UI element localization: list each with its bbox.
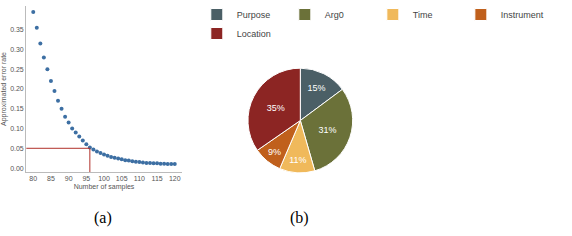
svg-text:120: 120 <box>169 175 181 182</box>
svg-text:15%: 15% <box>308 83 326 93</box>
svg-text:110: 110 <box>134 175 145 182</box>
svg-text:0.20: 0.20 <box>10 85 24 92</box>
svg-text:80: 80 <box>29 175 37 182</box>
svg-text:35%: 35% <box>267 103 285 113</box>
svg-text:85: 85 <box>47 175 55 182</box>
svg-text:Instrument: Instrument <box>501 10 544 20</box>
svg-text:0.15: 0.15 <box>10 105 24 112</box>
svg-text:100: 100 <box>98 175 110 182</box>
svg-text:(b): (b) <box>290 209 309 227</box>
svg-text:31%: 31% <box>319 125 337 135</box>
svg-text:0.25: 0.25 <box>10 66 24 73</box>
svg-text:0.05: 0.05 <box>10 145 24 152</box>
svg-text:115: 115 <box>151 175 162 182</box>
svg-text:0.35: 0.35 <box>10 26 24 33</box>
svg-text:95: 95 <box>82 175 90 182</box>
svg-text:90: 90 <box>65 175 73 182</box>
svg-text:0.30: 0.30 <box>10 46 24 53</box>
svg-text:Number of samples: Number of samples <box>74 183 135 191</box>
svg-text:105: 105 <box>116 175 128 182</box>
svg-text:Location: Location <box>237 29 271 39</box>
svg-text:0.00: 0.00 <box>10 165 24 172</box>
svg-text:Purpose: Purpose <box>237 10 271 20</box>
svg-text:9%: 9% <box>268 147 281 157</box>
svg-text:(a): (a) <box>94 209 112 227</box>
svg-text:0.10: 0.10 <box>10 125 24 132</box>
svg-text:11%: 11% <box>289 155 306 165</box>
svg-text:Arg0: Arg0 <box>325 10 344 20</box>
svg-text:Time: Time <box>413 10 433 20</box>
svg-text:Approximated error rate: Approximated error rate <box>0 52 8 126</box>
